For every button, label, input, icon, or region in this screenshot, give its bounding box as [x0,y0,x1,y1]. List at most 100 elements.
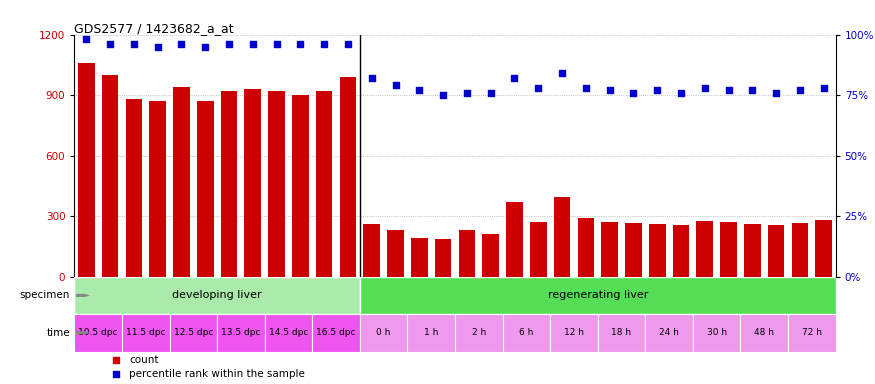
Text: percentile rank within the sample: percentile rank within the sample [130,369,305,379]
Bar [816,220,832,277]
Text: 72 h: 72 h [802,328,822,337]
Point [388,82,402,88]
Point [697,85,711,91]
Text: 13.5 dpc: 13.5 dpc [221,328,261,337]
Point [460,89,474,96]
Bar [788,314,836,351]
Point [341,41,355,47]
Bar [122,314,170,351]
Text: 12 h: 12 h [564,328,584,337]
Bar [217,314,265,351]
Point [436,92,450,98]
Bar [435,239,452,277]
Bar [554,197,570,277]
Point [365,75,379,81]
Bar [102,75,118,277]
Bar [125,99,142,277]
Point [270,41,284,47]
Bar [693,314,740,351]
Text: 2 h: 2 h [472,328,486,337]
Text: time: time [46,328,70,338]
Bar [269,91,285,277]
Bar [455,314,502,351]
Point [579,85,593,91]
Bar [744,224,760,277]
Bar [530,222,547,277]
Bar [646,314,693,351]
Point [484,89,498,96]
Bar [316,91,332,277]
Bar [740,314,788,351]
Text: 30 h: 30 h [707,328,727,337]
Text: 10.5 dpc: 10.5 dpc [79,328,118,337]
Bar [360,314,408,351]
Bar [312,314,360,351]
Bar [506,202,522,277]
Point [80,36,94,43]
Bar [244,89,261,277]
Point [650,87,664,93]
Bar [78,63,94,277]
Text: 24 h: 24 h [659,328,679,337]
Bar [411,238,428,277]
Text: 14.5 dpc: 14.5 dpc [269,328,308,337]
Point [127,41,141,47]
Point [722,87,736,93]
Bar [482,234,499,277]
Point [829,175,843,182]
Point [531,85,545,91]
Bar [363,224,380,277]
Point [150,44,164,50]
Bar [696,221,713,277]
Bar [598,314,646,351]
Point [246,41,260,47]
Bar [340,77,356,277]
Text: specimen: specimen [19,290,70,300]
Point [103,41,117,47]
Point [199,44,213,50]
Bar [360,277,836,314]
Text: regenerating liver: regenerating liver [548,290,648,300]
Point [793,87,807,93]
Bar [220,91,237,277]
Bar [74,314,122,351]
Bar [625,223,641,277]
Point [555,70,569,76]
Point [746,87,760,93]
Bar [173,87,190,277]
Bar [150,101,166,277]
Bar [408,314,455,351]
Bar [792,223,808,277]
Text: GDS2577 / 1423682_a_at: GDS2577 / 1423682_a_at [74,22,234,35]
Bar [578,218,594,277]
Point [412,87,426,93]
Bar [388,230,404,277]
Bar [768,225,785,277]
Point [293,41,307,47]
Bar [601,222,618,277]
Point [626,89,640,96]
Text: 18 h: 18 h [612,328,632,337]
Point [674,89,688,96]
Bar [292,95,309,277]
Bar [673,225,690,277]
Bar [74,277,360,314]
Point [317,41,331,47]
Bar [720,222,737,277]
Text: 48 h: 48 h [754,328,774,337]
Text: 16.5 dpc: 16.5 dpc [316,328,356,337]
Bar [458,230,475,277]
Bar [170,314,217,351]
Text: count: count [130,354,158,364]
Bar [550,314,598,351]
Text: 12.5 dpc: 12.5 dpc [173,328,213,337]
Text: developing liver: developing liver [172,290,262,300]
Point [816,85,830,91]
Point [603,87,617,93]
Text: 0 h: 0 h [376,328,391,337]
Bar [197,101,214,277]
Bar [502,314,550,351]
Point [769,89,783,96]
Bar [265,314,312,351]
Point [222,41,236,47]
